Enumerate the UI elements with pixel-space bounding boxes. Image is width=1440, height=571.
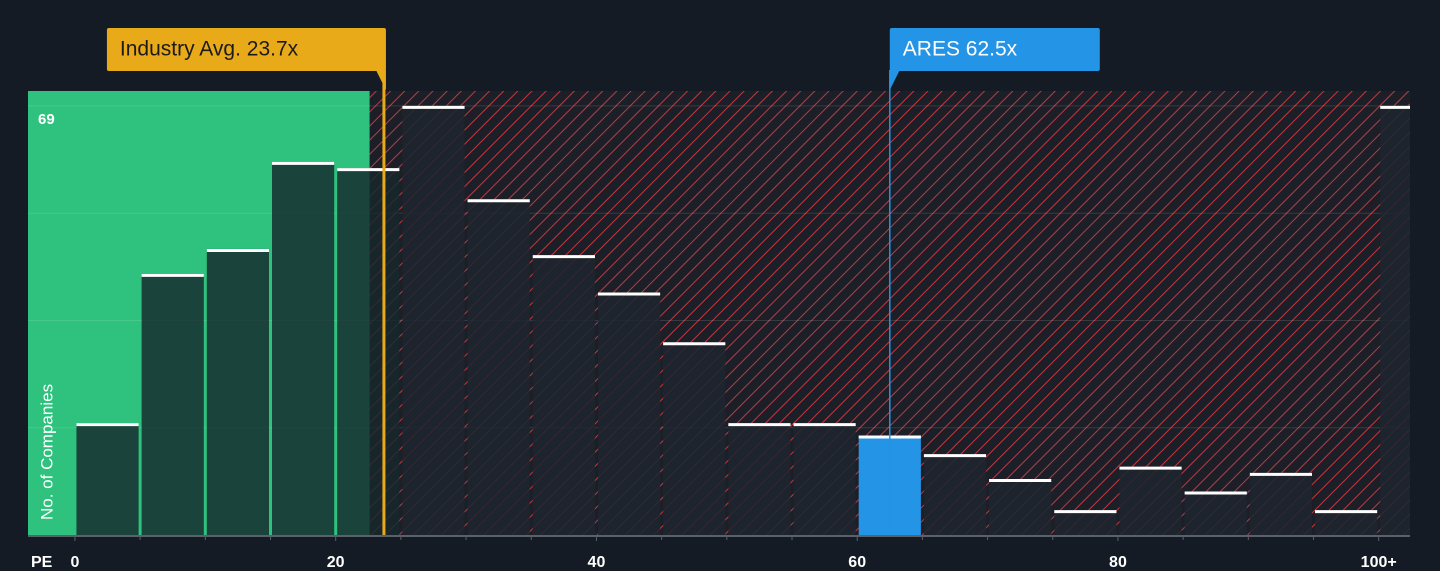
bar <box>1054 510 1117 535</box>
x-axis-label: PE <box>31 554 53 571</box>
bar <box>532 255 595 535</box>
bar <box>1315 510 1378 535</box>
bar <box>76 423 139 535</box>
x-tick-label: 100+ <box>1361 554 1397 571</box>
annotation-text: Industry Avg. 23.7x <box>120 38 299 61</box>
x-tick-label: 60 <box>848 554 866 571</box>
bar <box>923 454 987 535</box>
bar <box>141 273 204 535</box>
annotation-text: ARES 62.5x <box>903 38 1018 61</box>
x-tick-label: 80 <box>1109 554 1127 571</box>
bar <box>663 342 726 535</box>
bar <box>1380 105 1410 535</box>
bar <box>337 168 400 535</box>
x-tick-label: 0 <box>70 554 79 571</box>
x-tick-label: 40 <box>588 554 606 571</box>
bar <box>206 248 270 535</box>
annotation-box <box>889 28 1100 71</box>
bar <box>402 105 465 535</box>
bar <box>272 161 335 536</box>
bar <box>1249 472 1313 535</box>
bar <box>728 423 791 535</box>
bar <box>467 199 530 536</box>
bar <box>1184 491 1247 535</box>
y-axis-label: No. of Companies <box>37 384 56 520</box>
x-tick-label: 20 <box>327 554 345 571</box>
annotation-pointer <box>889 70 900 90</box>
annotation-box <box>106 28 386 71</box>
plot-area <box>28 91 1410 536</box>
bar <box>1119 466 1182 535</box>
annotation-pointer <box>375 70 386 90</box>
bar <box>793 423 856 535</box>
overlay: 0 20 40 60 80 100+ PE 69 No. of Companies Industr… <box>28 28 1410 571</box>
bar <box>989 479 1052 535</box>
bar <box>597 292 661 535</box>
y-tick-label: 69 <box>38 111 55 128</box>
